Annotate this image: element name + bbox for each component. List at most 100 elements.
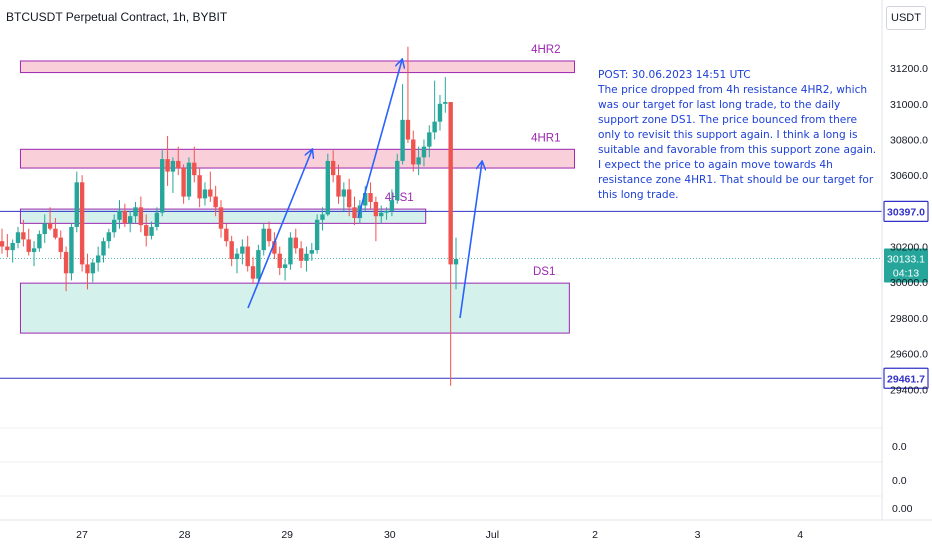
lower-pane-tick-label: 0.00 [892,503,913,515]
candle-body [58,237,63,252]
y-tick-label: 30000.0 [890,277,928,289]
y-tick-label: 31000.0 [890,99,928,111]
price-line-label: 29461.7 [887,373,925,385]
lower-pane-tick-label: 0.0 [892,441,907,453]
candle-body [160,159,165,213]
y-tick-label: 30200.0 [890,242,928,254]
x-tick-label: 3 [695,529,701,541]
candle-body [101,241,106,256]
candle-body [176,160,181,169]
candle-body [213,196,218,208]
candle-body [15,232,21,243]
candle-body [250,266,256,279]
candle-body [42,223,47,235]
candle-body [85,264,90,274]
candle-body [400,119,405,161]
x-tick-label: 28 [179,529,191,541]
candle-body [186,162,192,197]
candle-body [10,242,15,251]
y-tick-label: 31200.0 [890,63,928,75]
last-price-countdown: 04:13 [893,267,919,279]
price-line-label: 30397.0 [887,206,925,218]
candle-body [53,228,58,238]
candle-body [309,250,314,254]
zone-4hr1 [19,148,575,169]
candle-body [411,139,416,165]
y-tick-label: 29800.0 [890,313,928,325]
candle-body [448,102,453,265]
candle-body [224,228,229,242]
candle-body [389,200,395,211]
note-body: The price dropped from 4h resistance 4HR… [598,84,877,201]
candle-body [320,214,325,220]
candle-body [298,248,304,261]
candle-body [26,239,31,252]
time-axis[interactable]: 27 28 29 30 Jul 2 3 4 [0,519,932,541]
candle-body [293,237,298,249]
candle-body [368,193,373,202]
price-axis[interactable]: 29400.0 29600.0 29800.0 30000.0 30200.0 30600… [881,0,928,520]
candle-body [277,253,282,268]
candle-body [133,207,138,217]
zones-layer: 4HR24HR14HS1DS1 [19,44,575,334]
candle-body [154,212,160,227]
x-tick-label: 30 [384,529,396,541]
candle-body [341,189,347,197]
chart-title: BTCUSDT Perpetual Contract, 1h, BYBIT [6,10,228,24]
candle-body [432,121,437,133]
trend-arrow [459,162,482,319]
candles-layer [0,46,459,386]
analysis-note: POST: 30.06.2023 14:51 UTC The price dro… [598,68,880,203]
y-tick-label: 30800.0 [890,134,928,146]
candle-body [117,210,122,220]
candle-body [266,228,272,242]
price-line-tag [883,200,929,222]
trend-arrow [247,150,312,309]
candle-body [272,241,277,254]
x-tick-label: 4 [797,529,803,541]
price-lines-layer: 30397.0 29461.7 30133.1 04:13 [0,200,929,389]
candle-body [181,168,186,197]
candle-body [197,175,202,199]
candle-body [74,182,79,227]
candle-body [170,160,176,172]
candle-body [330,160,336,176]
candle-body [395,160,400,201]
y-tick-label: 30600.0 [890,170,928,182]
candle-body [288,237,293,265]
candle-body [122,210,128,224]
currency-selector[interactable]: USDT [886,6,926,30]
candle-body [245,246,250,267]
candle-body [437,103,443,122]
candle-body [363,193,368,206]
chart-grid [0,427,882,497]
candle-body [352,207,357,218]
lower-pane-tick-label: 0.0 [892,475,907,487]
last-price-tag [884,248,928,283]
candle-body [127,216,133,224]
candle-body [427,132,432,147]
candle-body [379,212,384,217]
candle-body [218,207,224,229]
candle-body [111,219,117,233]
candle-body [90,262,95,274]
candle-body [5,246,10,251]
candle-body [304,253,309,261]
price-line-tag [883,367,929,389]
candle-body [416,157,421,165]
candle-body [256,250,261,279]
candle-body [373,201,379,217]
candle-body [21,232,26,240]
candle-body [234,253,240,260]
y-tick-label: 29400.0 [890,384,928,396]
candle-body [192,162,197,176]
candle-body [47,223,53,229]
candle-body [149,226,154,236]
zone-label-4hr2: 4HR2 [531,44,560,56]
candle-body [384,210,389,213]
candle-body [336,175,341,197]
x-tick-label: 29 [281,529,293,541]
zone-ds1 [19,282,570,334]
candle-body [202,189,208,199]
